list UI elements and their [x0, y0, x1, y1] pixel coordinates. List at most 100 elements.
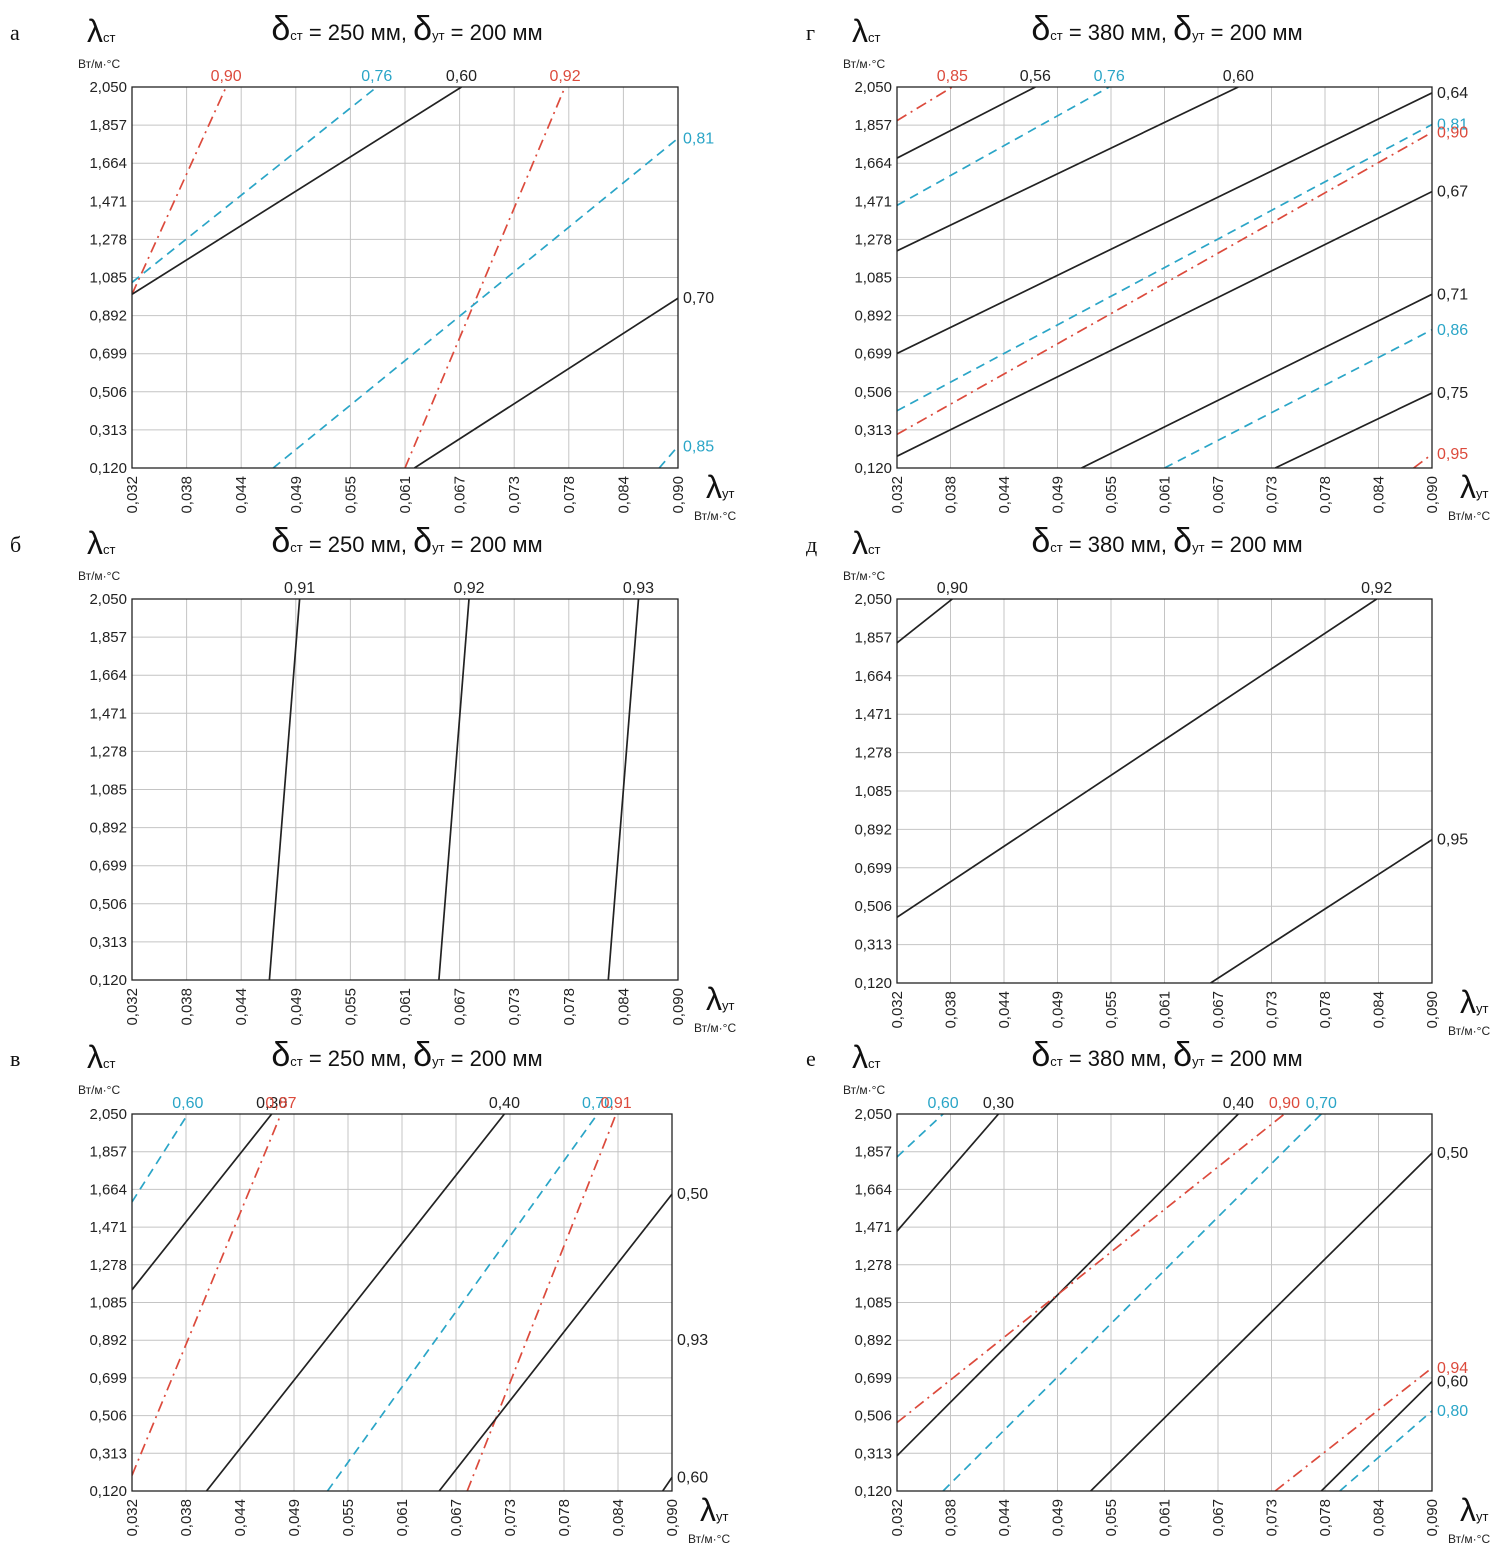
x-axis-unit: Вт/м·°С — [688, 1532, 730, 1546]
series-line — [897, 123, 1432, 412]
y-tick-label: 0,313 — [854, 937, 892, 954]
y-tick-label: 1,085 — [854, 783, 892, 800]
y-tick-label: 1,664 — [89, 155, 127, 172]
x-tick-label: 0,032 — [124, 476, 141, 514]
series-label: 0,81 — [1437, 117, 1468, 134]
x-tick-label: 0,078 — [1317, 476, 1334, 514]
x-axis-label: λут — [706, 469, 735, 505]
series-label: 0,56 — [1020, 68, 1051, 85]
x-tick-label: 0,090 — [664, 1499, 681, 1537]
y-tick-label: 1,857 — [854, 1144, 892, 1161]
y-tick-label: 0,699 — [854, 1370, 892, 1387]
series-line — [438, 599, 470, 980]
y-tick-label: 1,664 — [89, 667, 127, 684]
series-line — [413, 297, 678, 468]
x-axis-label: λут — [1460, 469, 1489, 505]
panel-label: в — [10, 1046, 20, 1071]
series-label: 0,60 — [446, 68, 477, 85]
x-tick-label: 0,038 — [943, 1499, 960, 1537]
y-tick-label: 2,050 — [89, 79, 127, 96]
series-line — [661, 1476, 672, 1491]
x-tick-label: 0,090 — [1424, 476, 1441, 514]
x-tick-label: 0,078 — [556, 1499, 573, 1537]
series-line — [658, 445, 678, 468]
y-tick-label: 1,471 — [89, 705, 127, 722]
grid — [897, 1114, 1432, 1491]
y-tick-label: 0,699 — [854, 346, 892, 363]
series-label: 0,81 — [683, 130, 714, 147]
series-line — [897, 131, 1432, 436]
y-tick-label: 1,471 — [854, 193, 892, 210]
y-tick-label: 1,857 — [89, 1144, 127, 1161]
y-tick-label: 0,892 — [89, 1332, 127, 1349]
x-tick-label: 0,049 — [286, 1499, 303, 1537]
chart-panel-б: б δст = 250 мм, δут = 200 мм λст Вт/м·°С 2,0… — [10, 522, 736, 1035]
x-tick-label: 0,073 — [506, 988, 523, 1026]
y-tick-label: 2,050 — [854, 79, 892, 96]
series-label: 0,85 — [937, 68, 968, 85]
plot-frame — [896, 598, 1433, 984]
series-label: 0,70 — [582, 1095, 613, 1112]
x-tick-label: 0,038 — [179, 988, 196, 1026]
y-tick-label: 0,892 — [89, 820, 127, 837]
x-tick-label: 0,055 — [340, 1499, 357, 1537]
series-label: 0,90 — [937, 580, 968, 597]
y-tick-label: 1,471 — [854, 1219, 892, 1236]
y-axis-unit: Вт/м·°С — [843, 569, 885, 583]
series-label: 0,70 — [683, 290, 714, 307]
series-line — [897, 87, 1110, 207]
series-line — [268, 599, 301, 980]
x-tick-label: 0,049 — [1050, 991, 1067, 1029]
x-tick-label: 0,067 — [452, 476, 469, 514]
y-tick-label: 1,278 — [854, 745, 892, 762]
y-axis-label: λст — [87, 1039, 116, 1075]
y-axis-label: λст — [87, 13, 116, 49]
y-tick-label: 1,471 — [89, 193, 127, 210]
x-tick-label: 0,067 — [1210, 476, 1227, 514]
x-tick-label: 0,078 — [1317, 991, 1334, 1029]
panel-label: е — [806, 1046, 816, 1071]
y-tick-label: 1,278 — [854, 231, 892, 248]
series-line — [1210, 838, 1432, 983]
y-tick-label: 0,313 — [854, 422, 892, 439]
series-group — [132, 1114, 672, 1491]
series-group — [132, 87, 678, 468]
x-tick-label: 0,055 — [342, 476, 359, 514]
y-tick-label: 0,120 — [854, 975, 892, 992]
series-label: 0,40 — [489, 1095, 520, 1112]
series-label: 0,50 — [677, 1186, 708, 1203]
chart-title: δст = 380 мм, δут = 200 мм — [1031, 1036, 1302, 1074]
series-line — [1320, 1380, 1432, 1491]
series-line — [205, 1114, 506, 1491]
y-tick-label: 0,506 — [854, 1408, 892, 1425]
grid — [897, 87, 1432, 468]
y-tick-label: 1,278 — [89, 743, 127, 760]
x-tick-label: 0,061 — [397, 988, 414, 1026]
series-label: 0,92 — [1361, 580, 1392, 597]
y-tick-label: 1,278 — [854, 1257, 892, 1274]
x-tick-label: 0,038 — [943, 991, 960, 1029]
chart-title: δст = 250 мм, δут = 200 мм — [271, 522, 542, 560]
y-axis-unit: Вт/м·°С — [78, 1083, 120, 1097]
y-tick-label: 2,050 — [854, 1106, 892, 1123]
x-tick-label: 0,061 — [1157, 476, 1174, 514]
series-line — [1081, 293, 1432, 468]
annotation-label: 0,93 — [677, 1332, 708, 1349]
y-tick-label: 0,120 — [854, 1483, 892, 1500]
x-tick-label: 0,073 — [1264, 991, 1281, 1029]
y-axis-label: λст — [852, 1039, 881, 1075]
plot-frame — [896, 86, 1433, 469]
y-tick-label: 0,120 — [89, 460, 127, 477]
x-tick-label: 0,067 — [448, 1499, 465, 1537]
x-tick-label: 0,061 — [397, 476, 414, 514]
y-tick-label: 0,892 — [854, 1332, 892, 1349]
series-line — [1413, 453, 1432, 468]
chart-panel-е: е δст = 380 мм, δут = 200 мм λст Вт/м·°С 2,0… — [806, 1036, 1490, 1546]
x-tick-label: 0,067 — [1210, 1499, 1227, 1537]
plot-frame — [131, 86, 679, 469]
x-tick-label: 0,061 — [1157, 1499, 1174, 1537]
x-tick-label: 0,073 — [1264, 1499, 1281, 1537]
y-axis-unit: Вт/м·°С — [843, 57, 885, 71]
x-tick-label: 0,090 — [1424, 991, 1441, 1029]
x-axis-label: λут — [1460, 984, 1489, 1020]
